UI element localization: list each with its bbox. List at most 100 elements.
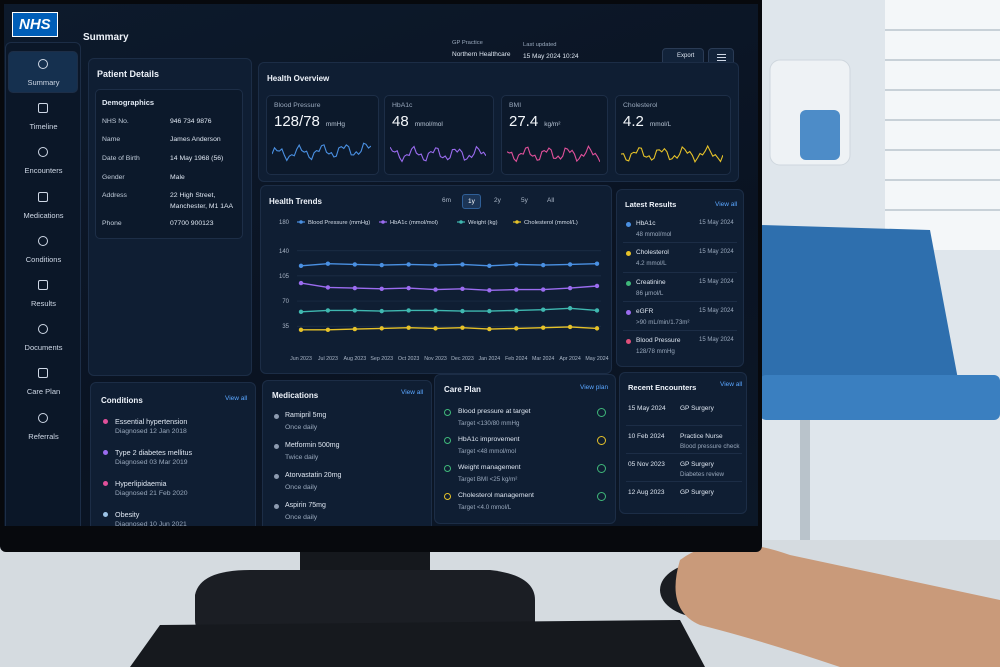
data-point — [298, 280, 304, 286]
exam-bed — [760, 375, 1000, 420]
x-tick-label: Jul 2023 — [318, 356, 338, 362]
series-line — [300, 282, 598, 292]
sparkline — [621, 144, 723, 163]
range-tab[interactable]: 5y — [521, 197, 528, 204]
goal-status — [597, 408, 606, 417]
blinds — [885, 29, 1000, 211]
status-dot — [626, 309, 631, 315]
result-value: 48 mmol/mol — [636, 231, 672, 238]
field-label: Phone — [102, 220, 122, 227]
hand — [675, 543, 1000, 667]
sidebar-icon — [38, 103, 48, 114]
panel-title: Medications — [272, 391, 319, 400]
exam-bed-back — [760, 225, 960, 390]
data-point — [460, 325, 465, 330]
series-line — [300, 307, 598, 313]
metric-unit: mmol/mol — [414, 121, 443, 128]
conditions-panel: Conditions View all Essential hypertension… — [90, 382, 256, 526]
goal-indicator — [444, 493, 451, 500]
data-point — [325, 285, 331, 290]
view-all-link[interactable]: View all — [715, 201, 738, 208]
range-tab[interactable]: 1y — [462, 194, 481, 209]
graphic — [621, 144, 723, 163]
sidebar-item[interactable]: Timeline — [29, 122, 58, 132]
sparkline — [390, 145, 486, 163]
range-tab[interactable]: All — [547, 197, 555, 204]
sparkline — [507, 144, 600, 163]
sidebar-item[interactable]: Documents — [24, 343, 63, 353]
goal-indicator — [444, 437, 451, 444]
medication-dot — [274, 444, 279, 449]
result-value: >90 mL/min/1.73m² — [636, 318, 690, 326]
metric-unit: mmol/L — [649, 121, 672, 128]
data-point — [567, 306, 573, 311]
data-point — [298, 309, 304, 315]
x-tick-label: Jan 2024 — [478, 356, 500, 362]
encounter-type: GP Surgery — [680, 489, 714, 496]
metric-value: 27.4 — [509, 113, 539, 130]
data-point — [460, 308, 465, 314]
sidebar-item[interactable]: Referrals — [28, 431, 59, 441]
view-plan-link[interactable]: View plan — [580, 384, 609, 391]
export-label[interactable]: Export — [677, 53, 695, 59]
field-value: Male — [170, 174, 185, 181]
page-title: Summary — [83, 32, 129, 43]
sidebar-item[interactable]: Medications — [23, 210, 64, 220]
condition-name: Type 2 diabetes mellitus — [115, 448, 193, 457]
health-overview-panel: Health Overview Blood Pressure 128/78 mmHg H… — [258, 62, 739, 182]
result-date: 15 May 2024 — [699, 307, 734, 314]
metric-card: Cholesterol 4.2 mmol/L — [615, 95, 731, 175]
sidebar-item[interactable]: Results — [30, 299, 56, 308]
result-date: 15 May 2024 — [699, 337, 734, 344]
x-tick-label: Jun 2023 — [290, 356, 312, 362]
legend-dot — [381, 220, 385, 224]
panel-title: Health Overview — [267, 74, 330, 83]
data-point — [540, 307, 546, 312]
nhs-logo[interactable]: NHS — [12, 12, 58, 37]
x-tick-label: Feb 2024 — [505, 356, 527, 362]
sidebar-item[interactable]: Encounters — [24, 166, 63, 176]
sidebar-item[interactable]: Summary — [27, 78, 60, 87]
metric-value: 128/78 — [274, 113, 320, 130]
y-tick-label: 180 — [279, 220, 290, 226]
encounter-detail: Blood pressure check — [680, 443, 740, 450]
series-line — [300, 262, 598, 267]
range-tab[interactable]: 2y — [494, 197, 501, 204]
view-all-link[interactable]: View all — [401, 389, 424, 396]
result-value: 128/78 mmHg — [636, 348, 675, 356]
data-point — [540, 325, 546, 330]
sidebar-active — [8, 51, 78, 93]
metric-label: Blood Pressure — [274, 102, 321, 109]
data-point — [594, 261, 600, 266]
data-point — [352, 308, 358, 313]
health-trends-panel: Health Trends 6m 1y 2y 5y All 35 70 105 140 180 Jun… — [260, 185, 612, 374]
sidebar-item[interactable]: Conditions — [25, 254, 62, 264]
data-point — [514, 287, 519, 292]
data-point — [406, 325, 411, 330]
field-value: 946 734 9876 — [170, 118, 212, 125]
metric-value: 4.2 — [623, 113, 644, 130]
metric-label: HbA1c — [392, 102, 413, 109]
practice-label: GP Practice — [452, 40, 483, 46]
field-label: NHS No. — [102, 118, 129, 125]
data-point — [460, 286, 465, 292]
medication-dot — [274, 474, 279, 479]
x-tick-label: Sep 2023 — [370, 356, 393, 362]
x-tick-label: Aug 2023 — [343, 356, 366, 362]
panel-title: Care Plan — [444, 385, 481, 394]
field-label: Name — [102, 136, 121, 143]
goal-target: Target <4.0 mmol/L — [458, 504, 512, 511]
data-point — [406, 308, 411, 313]
view-all-link[interactable]: View all — [225, 395, 248, 402]
screen: NHS Summary GP Practice Northern Healthcare… — [4, 4, 758, 526]
x-tick-label: Apr 2024 — [559, 356, 581, 362]
range-tab[interactable]: 6m — [442, 197, 452, 204]
latest-results-panel: Latest Results View all HbA1c 48 mmol/mol 15… — [616, 189, 744, 367]
view-all-link[interactable]: View all — [720, 381, 743, 388]
data-point — [433, 308, 438, 313]
sidebar-item[interactable]: Care Plan — [26, 387, 61, 397]
updated-date: 15 May 2024 10:24 — [523, 53, 579, 60]
data-point — [379, 286, 384, 292]
metric-card: HbA1c 48 mmol/mol — [384, 95, 494, 175]
data-point — [594, 326, 600, 331]
